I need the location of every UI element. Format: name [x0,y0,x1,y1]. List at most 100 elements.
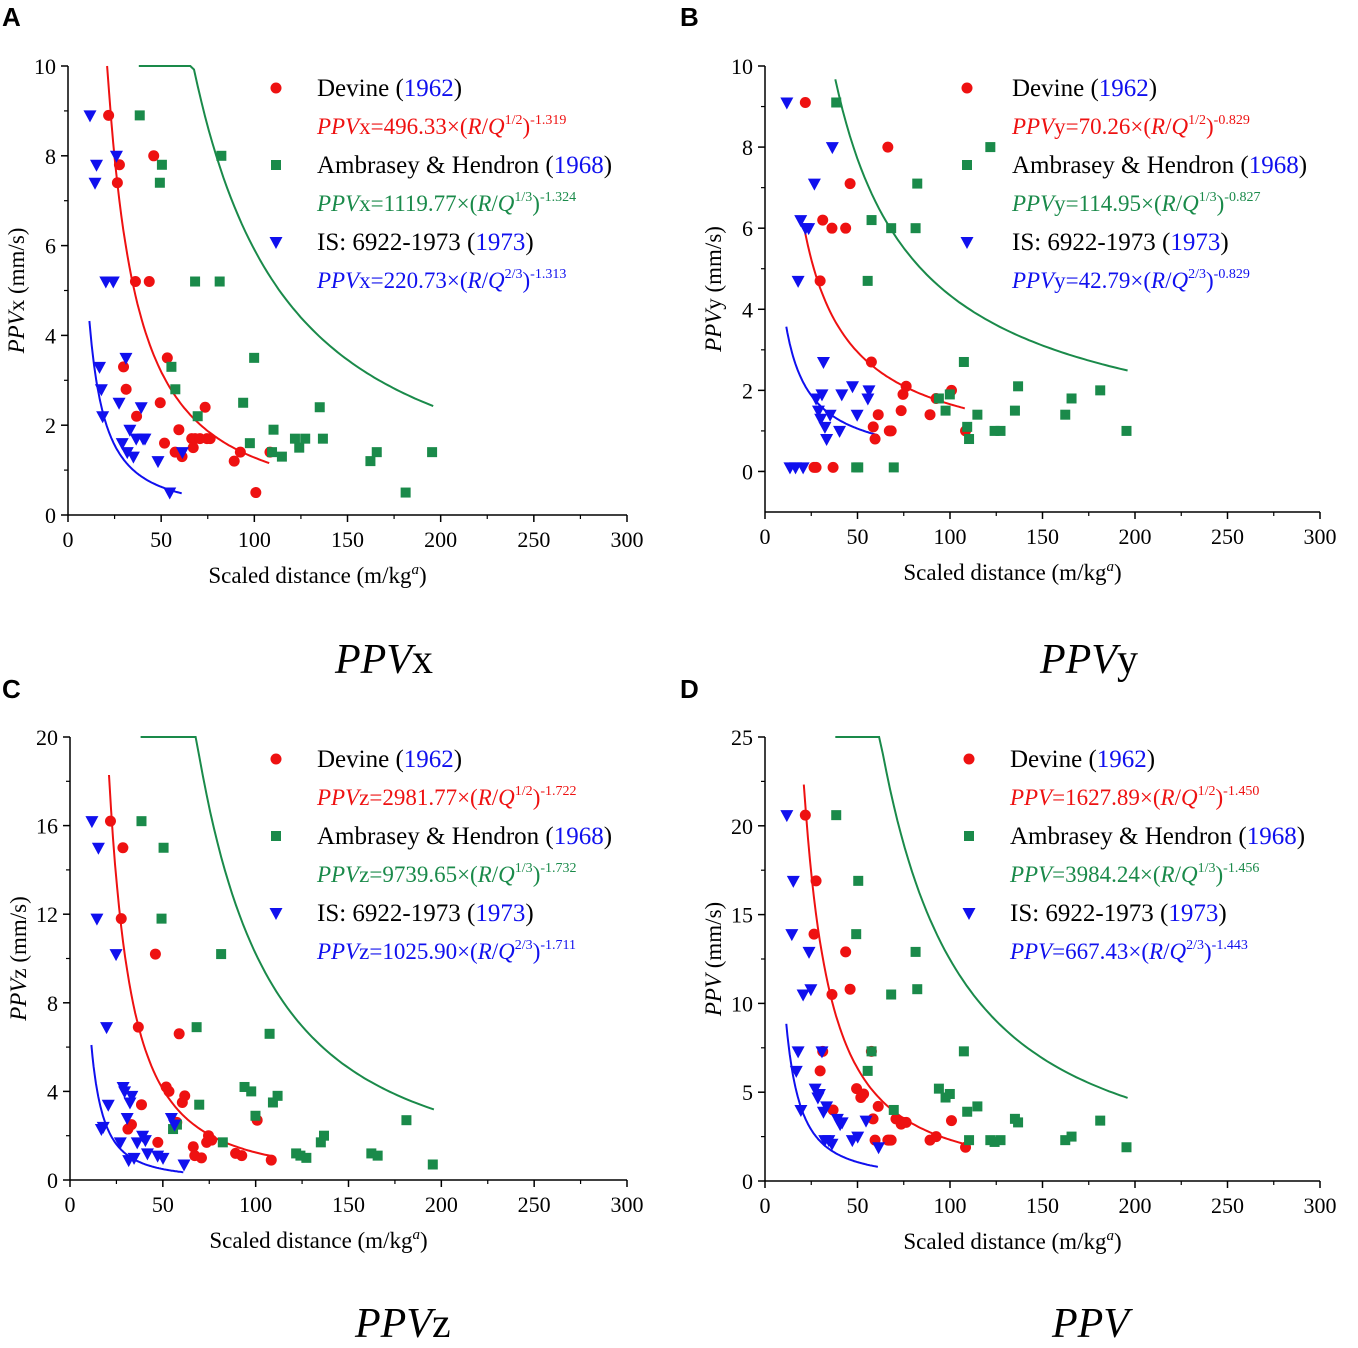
y-axis-label-rest: z (mm/s) [6,896,31,978]
legend-marker-1 [963,753,975,765]
y-tick-label: 10 [731,991,753,1016]
equation-fraction: 1/2 [505,113,523,128]
x-tick-label: 300 [611,1192,644,1217]
data-point-square [427,447,438,458]
data-point-triangle [859,1115,873,1128]
data-point-circle [827,1104,839,1116]
data-point-triangle [101,1099,115,1112]
data-point-circle [885,425,897,437]
y-tick-label: 20 [731,814,753,839]
legend-label-text: IS: 6922-1973 ( [317,900,475,927]
legend-label-1: Devine (1962) [1012,75,1157,102]
data-point-triangle [123,1097,137,1110]
legend-label-1: Devine (1962) [317,746,462,773]
caption-ppvx-sub: x [411,637,433,683]
data-point-triangle [802,946,816,959]
data-point-circle [132,1021,144,1033]
fit-curve-2 [140,736,435,1111]
data-point-square [289,433,300,444]
data-point-triangle [811,405,825,418]
data-point-circle [817,214,829,226]
data-point-square [267,1097,278,1108]
y-tick-label: 10 [731,54,753,79]
equation-close: ) [1215,785,1223,810]
equation-slash: / [1175,862,1182,887]
data-point-circle [895,405,907,417]
y-axis-label-main: PPV [6,976,31,1022]
data-point-circle [152,1136,164,1148]
equation-ppv: PPV [316,939,362,964]
data-point-circle [143,276,155,288]
data-point-square [136,816,147,827]
x-axis-label-sup: a [411,562,419,578]
x-tick-label: 200 [1119,1193,1152,1218]
legend-label-3: IS: 6922-1973 (1973) [1010,900,1227,927]
equation-slash: / [1175,785,1182,810]
x-axis-label-sup: a [1106,559,1114,575]
x-axis-label-end: ) [420,1228,428,1253]
data-point-square [401,1115,412,1126]
data-point-triangle [96,1121,110,1134]
data-point-triangle [118,1086,132,1099]
equation-ppv: PPV [1009,862,1055,887]
data-point-circle [265,1154,277,1166]
equation-coefficient: z=9739.65×( [359,862,478,887]
equation-fraction: 1/3 [514,190,532,205]
data-point-square [190,276,201,287]
equation-r: R [477,862,492,887]
data-point-square [272,1090,283,1101]
data-point-circle [814,275,826,287]
data-point-triangle [862,385,876,398]
caption-ppvy: PPVy [1040,636,1138,684]
data-point-square [964,434,975,445]
x-tick-label: 150 [332,1192,365,1217]
caption-ppvz-main: PPV [355,1301,432,1347]
data-point-square [1066,1131,1077,1142]
data-point-triangle [791,275,805,288]
data-point-square [995,1135,1006,1146]
legend-label-year: 1968 [1249,152,1299,179]
data-point-square [1060,1135,1071,1146]
equation-ppv: PPV [1011,268,1057,293]
data-point-circle [111,177,123,189]
data-point-triangle [94,384,108,397]
data-point-square [831,810,842,821]
y-axis-label-main: PPV [701,971,726,1017]
legend-label-close: ) [454,746,462,773]
y-tick-label: 4 [742,297,753,322]
x-tick-label: 0 [760,524,771,549]
equation-ppv: PPV [316,191,362,216]
data-point-circle [159,437,171,449]
data-point-square [851,929,862,940]
equation-q: Q [1169,939,1186,964]
data-point-circle [104,815,116,827]
legend-label-1: Devine (1962) [1010,746,1155,773]
data-point-square [1095,385,1106,396]
equation-coefficient: y=70.26×( [1054,114,1151,139]
data-point-square [372,1150,383,1161]
equation-r: R [477,939,492,964]
data-point-square [989,1136,1000,1147]
equation-coefficient: z=1025.90×( [359,939,478,964]
data-point-triangle [872,1142,886,1155]
x-tick-label: 250 [517,527,550,552]
data-point-triangle [120,1112,134,1125]
data-point-circle [840,946,852,958]
data-point-triangle [123,424,137,437]
data-point-square [962,1106,973,1117]
data-point-square [301,1152,312,1163]
data-point-circle [844,178,856,190]
data-point-square [1013,381,1024,392]
x-tick-label: 250 [1211,1193,1244,1218]
caption-ppvz: PPVz [355,1300,451,1348]
equation-coefficient: y=42.79×( [1054,268,1151,293]
data-point-circle [149,948,161,960]
data-point-square [170,384,181,395]
x-axis-label-end: ) [1114,560,1122,585]
x-tick-label: 250 [1211,524,1244,549]
data-point-square [866,1046,877,1057]
data-point-triangle [825,142,839,155]
x-tick-label: 50 [847,524,869,549]
data-point-circle [118,361,130,373]
equation-q: Q [1181,785,1198,810]
